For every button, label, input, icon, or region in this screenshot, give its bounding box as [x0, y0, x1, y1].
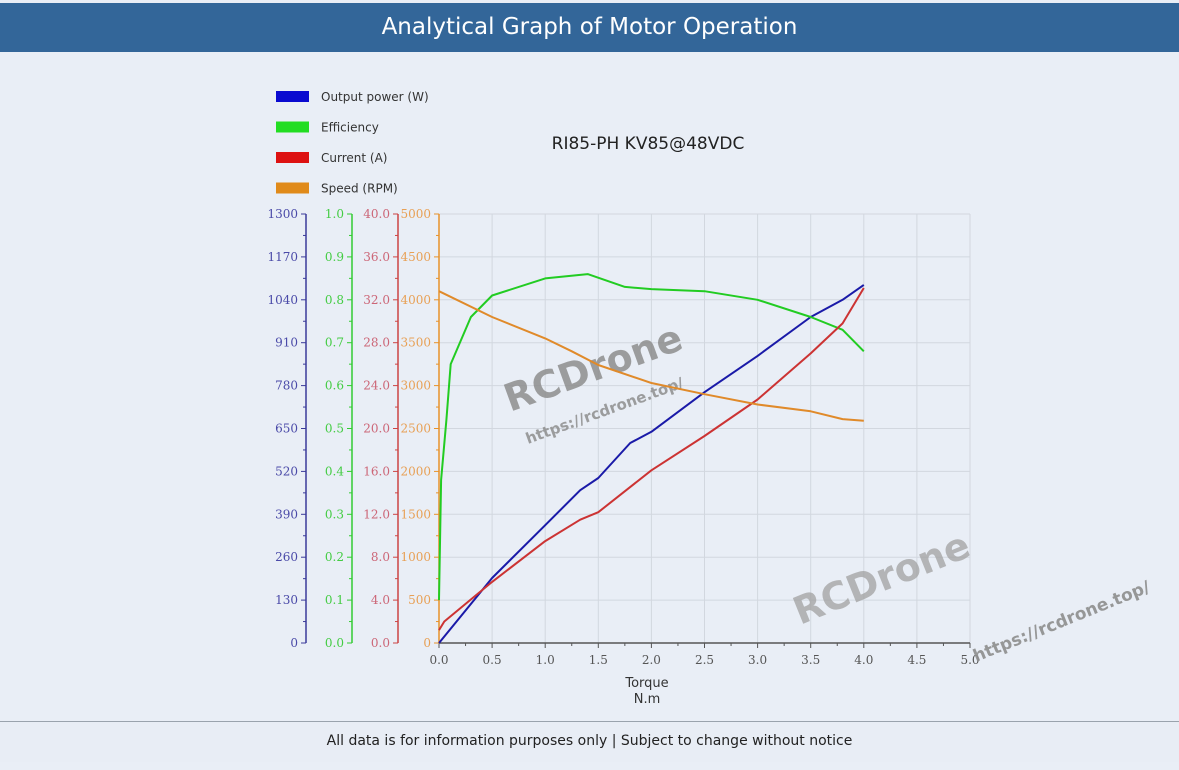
y-tick-label: 1500 — [400, 507, 431, 521]
y-tick-label: 0.3 — [325, 507, 344, 521]
y-tick-label: 1000 — [400, 550, 431, 564]
x-tick-label: 0.5 — [483, 653, 502, 667]
y-tick-label: 8.0 — [371, 550, 390, 564]
page-header: Analytical Graph of Motor Operation — [0, 3, 1179, 52]
y-tick-label: 3000 — [400, 379, 431, 393]
y-tick-label: 4.0 — [371, 593, 390, 607]
x-tick-label: 0.0 — [429, 653, 448, 667]
x-tick-label: 5.0 — [960, 653, 979, 667]
footer-divider — [0, 721, 1179, 722]
y-tick-label: 32.0 — [363, 293, 390, 307]
y-tick-label: 1040 — [267, 293, 298, 307]
y-tick-label: 0.2 — [325, 550, 344, 564]
watermark-brand: RCDrone — [787, 523, 976, 634]
legend-swatch — [276, 152, 309, 163]
x-tick-label: 1.5 — [589, 653, 608, 667]
y-tick-label: 40.0 — [363, 207, 390, 221]
legend-label: Current (A) — [321, 151, 387, 165]
x-axis-unit: N.m — [634, 692, 661, 707]
series-line — [438, 284, 865, 644]
y-tick-label: 12.0 — [363, 507, 390, 521]
legend-swatch — [276, 91, 309, 102]
disclaimer-text: All data is for information purposes onl… — [326, 733, 853, 749]
x-tick-label: 2.5 — [695, 653, 714, 667]
x-axis-label: Torque — [624, 676, 668, 691]
y-tick-label: 0.0 — [325, 636, 344, 650]
y-tick-label: 24.0 — [363, 379, 390, 393]
x-tick-label: 4.5 — [907, 653, 926, 667]
y-tick-label: 4500 — [400, 250, 431, 264]
x-tick-label: 2.0 — [642, 653, 661, 667]
chart-title: RI85-PH KV85@48VDC — [552, 134, 745, 154]
y-tick-label: 0.8 — [325, 293, 344, 307]
series-line — [438, 273, 865, 601]
y-tick-label: 0.6 — [325, 379, 344, 393]
y-tick-label: 0 — [423, 636, 431, 650]
y-tick-label: 2000 — [400, 464, 431, 478]
y-tick-label: 390 — [275, 507, 298, 521]
y-tick-label: 0.4 — [325, 464, 344, 478]
x-tick-label: 4.0 — [854, 653, 873, 667]
y-tick-label: 28.0 — [363, 336, 390, 350]
y-tick-label: 0.0 — [371, 636, 390, 650]
y-tick-label: 1.0 — [325, 207, 344, 221]
y-tick-label: 520 — [275, 464, 298, 478]
y-tick-label: 1300 — [267, 207, 298, 221]
page-title: Analytical Graph of Motor Operation — [381, 14, 798, 40]
y-tick-label: 0.7 — [325, 336, 344, 350]
y-tick-label: 500 — [408, 593, 431, 607]
y-tick-label: 36.0 — [363, 250, 390, 264]
series-line — [438, 287, 865, 631]
legend-label: Output power (W) — [321, 90, 429, 104]
y-tick-label: 3500 — [400, 336, 431, 350]
y-tick-label: 130 — [275, 593, 298, 607]
footer: All data is for information purposes onl… — [0, 722, 1179, 762]
x-tick-label: 3.0 — [748, 653, 767, 667]
legend-label: Speed (RPM) — [321, 182, 398, 196]
y-tick-label: 260 — [275, 550, 298, 564]
y-tick-label: 16.0 — [363, 464, 390, 478]
x-tick-label: 1.0 — [536, 653, 555, 667]
y-tick-label: 4000 — [400, 293, 431, 307]
series-line — [438, 290, 864, 422]
y-tick-label: 5000 — [400, 207, 431, 221]
y-tick-label: 20.0 — [363, 422, 390, 436]
y-tick-label: 910 — [275, 336, 298, 350]
watermark-url: https://rcdrone.top/ — [970, 577, 1153, 667]
legend-label: Efficiency — [321, 121, 379, 135]
legend-swatch — [276, 121, 309, 133]
y-tick-label: 0 — [290, 636, 298, 650]
x-tick-label: 3.5 — [801, 653, 820, 667]
y-tick-label: 650 — [275, 422, 298, 436]
y-tick-label: 1170 — [267, 250, 298, 264]
y-tick-label: 0.9 — [325, 250, 344, 264]
y-tick-label: 2500 — [400, 422, 431, 436]
legend-swatch — [276, 182, 309, 194]
y-tick-label: 0.5 — [325, 422, 344, 436]
y-tick-label: 780 — [275, 379, 298, 393]
y-tick-label: 0.1 — [325, 593, 344, 607]
